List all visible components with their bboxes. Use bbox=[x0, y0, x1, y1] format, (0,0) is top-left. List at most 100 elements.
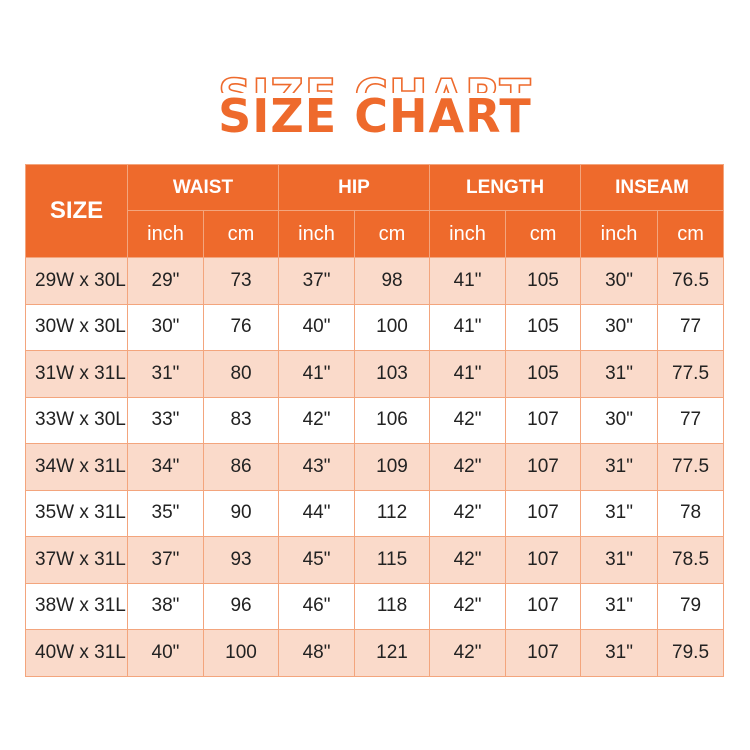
value-cell: 35" bbox=[127, 489, 204, 537]
value-cell: 42" bbox=[429, 582, 507, 630]
value-cell: 30" bbox=[580, 257, 659, 305]
table-row: 38W x 31L 38" 96 46" 118 42" 107 31" 79 bbox=[25, 582, 725, 630]
value-cell: 40" bbox=[278, 303, 356, 351]
value-cell: 43" bbox=[278, 443, 356, 491]
unit-header: cm bbox=[657, 210, 725, 258]
table-row: 35W x 31L 35" 90 44" 112 42" 107 31" 78 bbox=[25, 489, 725, 537]
table-row: 40W x 31L 40" 100 48" 121 42" 107 31" 79.5 bbox=[25, 629, 725, 677]
value-cell: 31" bbox=[580, 536, 659, 584]
size-cell: 40W x 31L bbox=[25, 629, 128, 677]
value-cell: 107 bbox=[505, 582, 582, 630]
unit-header: inch bbox=[278, 210, 356, 258]
value-cell: 42" bbox=[429, 443, 507, 491]
value-cell: 40" bbox=[127, 629, 204, 677]
value-cell: 30" bbox=[580, 303, 659, 351]
value-cell: 115 bbox=[354, 536, 431, 584]
value-cell: 31" bbox=[580, 582, 659, 630]
table-row: 31W x 31L 31" 80 41" 103 41" 105 31" 77.5 bbox=[25, 350, 725, 398]
value-cell: 83 bbox=[202, 396, 280, 444]
value-cell: 31" bbox=[580, 350, 659, 398]
value-cell: 37" bbox=[278, 257, 356, 305]
value-cell: 98 bbox=[354, 257, 431, 305]
value-cell: 121 bbox=[354, 629, 431, 677]
value-cell: 112 bbox=[354, 489, 431, 537]
value-cell: 86 bbox=[202, 443, 280, 491]
size-cell: 31W x 31L bbox=[25, 350, 128, 398]
value-cell: 107 bbox=[505, 396, 582, 444]
value-cell: 107 bbox=[505, 629, 582, 677]
value-cell: 37" bbox=[127, 536, 204, 584]
value-cell: 77.5 bbox=[657, 350, 725, 398]
size-cell: 30W x 30L bbox=[25, 303, 128, 351]
size-chart-table: SIZE WAIST HIP LENGTH INSEAM inch cm inch cm in… bbox=[25, 164, 725, 677]
value-cell: 46" bbox=[278, 582, 356, 630]
value-cell: 48" bbox=[278, 629, 356, 677]
size-header: SIZE bbox=[25, 164, 128, 258]
value-cell: 103 bbox=[354, 350, 431, 398]
size-cell: 34W x 31L bbox=[25, 443, 128, 491]
value-cell: 76 bbox=[202, 303, 280, 351]
value-cell: 100 bbox=[354, 303, 431, 351]
value-cell: 93 bbox=[202, 536, 280, 584]
page-title: SIZE CHART bbox=[218, 89, 532, 143]
unit-header: inch bbox=[429, 210, 507, 258]
table-row: 29W x 30L 29" 73 37" 98 41" 105 30" 76.5 bbox=[25, 257, 725, 305]
unit-header: inch bbox=[580, 210, 659, 258]
value-cell: 80 bbox=[202, 350, 280, 398]
value-cell: 30" bbox=[580, 396, 659, 444]
table-row: 30W x 30L 30" 76 40" 100 41" 105 30" 77 bbox=[25, 303, 725, 351]
size-cell: 33W x 30L bbox=[25, 396, 128, 444]
unit-header: inch bbox=[127, 210, 204, 258]
size-cell: 35W x 31L bbox=[25, 489, 128, 537]
group-header-inseam: INSEAM bbox=[580, 164, 725, 211]
table-row: 34W x 31L 34" 86 43" 109 42" 107 31" 77.5 bbox=[25, 443, 725, 491]
value-cell: 78.5 bbox=[657, 536, 725, 584]
value-cell: 105 bbox=[505, 257, 582, 305]
value-cell: 33" bbox=[127, 396, 204, 444]
value-cell: 42" bbox=[278, 396, 356, 444]
title-outline-echo: SIZE CHART bbox=[0, 68, 750, 93]
value-cell: 105 bbox=[505, 303, 582, 351]
size-cell: 38W x 31L bbox=[25, 582, 128, 630]
value-cell: 31" bbox=[580, 443, 659, 491]
table-row: 37W x 31L 37" 93 45" 115 42" 107 31" 78.5 bbox=[25, 536, 725, 584]
value-cell: 41" bbox=[278, 350, 356, 398]
value-cell: 73 bbox=[202, 257, 280, 305]
group-header-waist: WAIST bbox=[126, 164, 280, 211]
value-cell: 44" bbox=[278, 489, 356, 537]
value-cell: 31" bbox=[127, 350, 204, 398]
value-cell: 41" bbox=[429, 350, 507, 398]
value-cell: 34" bbox=[127, 443, 204, 491]
size-cell: 37W x 31L bbox=[25, 536, 128, 584]
unit-header: cm bbox=[354, 210, 431, 258]
value-cell: 118 bbox=[354, 582, 431, 630]
value-cell: 31" bbox=[580, 489, 659, 537]
value-cell: 42" bbox=[429, 629, 507, 677]
value-cell: 30" bbox=[127, 303, 204, 351]
value-cell: 76.5 bbox=[657, 257, 725, 305]
title: SIZE CHART SIZE CHART bbox=[0, 66, 750, 143]
value-cell: 77.5 bbox=[657, 443, 725, 491]
value-cell: 41" bbox=[429, 303, 507, 351]
value-cell: 106 bbox=[354, 396, 431, 444]
unit-header: cm bbox=[202, 210, 280, 258]
value-cell: 109 bbox=[354, 443, 431, 491]
value-cell: 96 bbox=[202, 582, 280, 630]
value-cell: 107 bbox=[505, 489, 582, 537]
value-cell: 100 bbox=[202, 629, 280, 677]
value-cell: 41" bbox=[429, 257, 507, 305]
value-cell: 38" bbox=[127, 582, 204, 630]
value-cell: 90 bbox=[202, 489, 280, 537]
value-cell: 42" bbox=[429, 536, 507, 584]
value-cell: 107 bbox=[505, 536, 582, 584]
value-cell: 105 bbox=[505, 350, 582, 398]
value-cell: 45" bbox=[278, 536, 356, 584]
unit-header: cm bbox=[505, 210, 582, 258]
table-row: 33W x 30L 33" 83 42" 106 42" 107 30" 77 bbox=[25, 396, 725, 444]
group-header-length: LENGTH bbox=[429, 164, 582, 211]
size-cell: 29W x 30L bbox=[25, 257, 128, 305]
value-cell: 79 bbox=[657, 582, 725, 630]
value-cell: 29" bbox=[127, 257, 204, 305]
value-cell: 78 bbox=[657, 489, 725, 537]
group-header-hip: HIP bbox=[278, 164, 431, 211]
